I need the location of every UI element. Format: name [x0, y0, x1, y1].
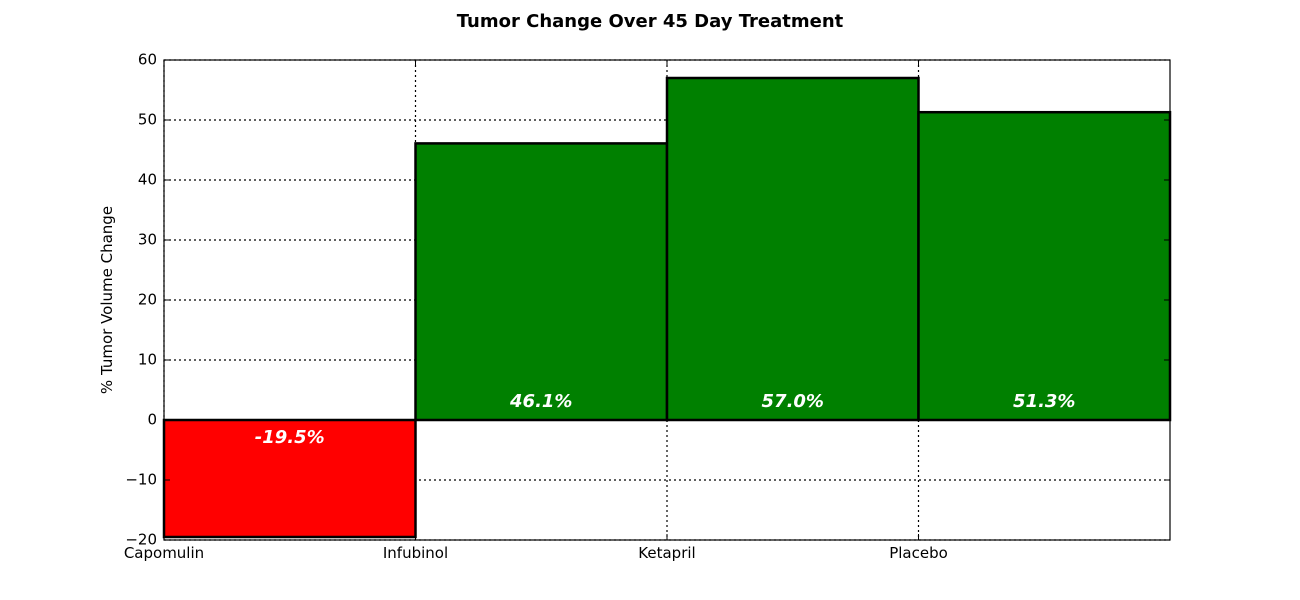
y-tick-label: 60 — [138, 51, 157, 69]
bar-labels-layer: -19.5% 46.1% 57.0% 51.3% — [255, 391, 1076, 448]
ticks-layer: −20 −10 0 10 20 30 40 50 60 Capomulin Infubinol Ket… — [124, 51, 1170, 562]
y-tick-label: 30 — [138, 231, 157, 249]
y-tick-label: 0 — [147, 411, 157, 429]
bar-data-label: 46.1% — [509, 391, 572, 412]
bars-layer — [162, 76, 1172, 539]
y-tick-label: 10 — [138, 351, 157, 369]
chart-title: Tumor Change Over 45 Day Treatment — [457, 11, 844, 32]
bar — [665, 76, 920, 422]
y-tick-label: −10 — [125, 471, 157, 489]
x-tick-label: Ketapril — [638, 544, 695, 562]
x-tick-label: Capomulin — [124, 544, 204, 562]
x-tick-label: Infubinol — [383, 544, 448, 562]
y-tick-label: 50 — [138, 111, 157, 129]
y-tick-label: 20 — [138, 291, 157, 309]
bar-data-label: 57.0% — [762, 391, 824, 412]
bar — [414, 142, 669, 422]
y-tick-label: 40 — [138, 171, 157, 189]
bar — [162, 418, 417, 539]
y-axis-label: % Tumor Volume Change — [98, 206, 116, 394]
x-tick-label: Placebo — [889, 544, 948, 562]
bar — [917, 110, 1172, 422]
y-tick-label: −20 — [125, 531, 157, 549]
bar-data-label: 51.3% — [1013, 391, 1075, 412]
bar-data-label: -19.5% — [255, 427, 325, 448]
